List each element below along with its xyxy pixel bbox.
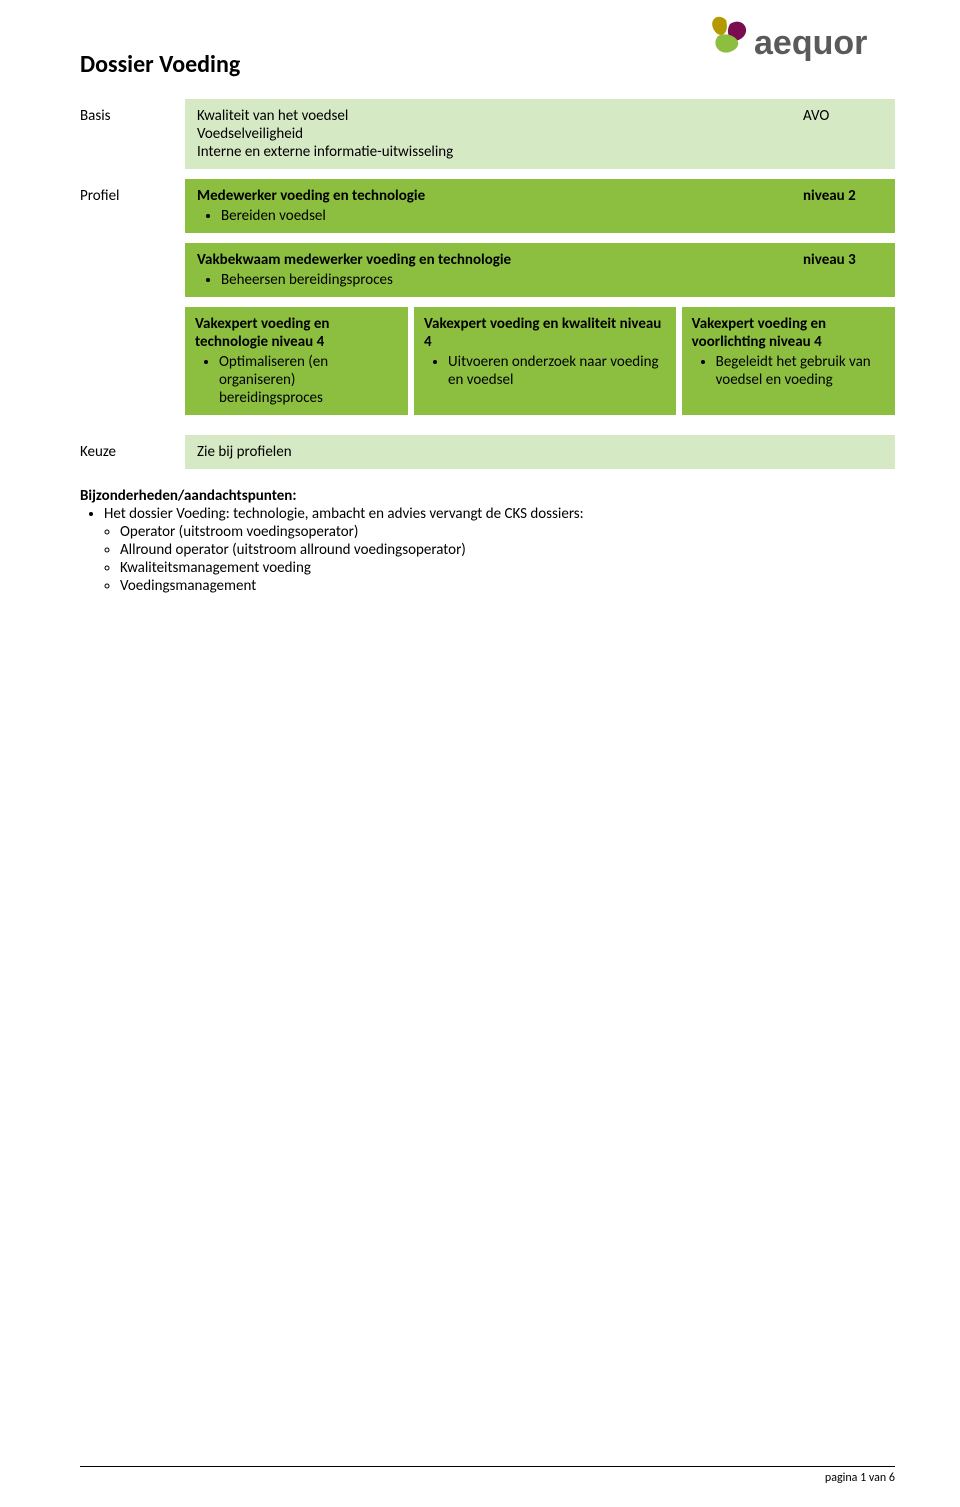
brand-logo: aequor	[700, 10, 895, 68]
n4-title: Vakexpert voeding en voorlichting niveau…	[692, 315, 885, 351]
keuze-label: Keuze	[80, 435, 185, 469]
profiel-label: Profiel	[80, 179, 185, 425]
basis-box: Kwaliteit van het voedsel Voedselveiligh…	[185, 99, 895, 169]
n4-bullet: Begeleidt het gebruik van voedsel en voe…	[716, 353, 885, 389]
level2-title: Medewerker voeding en technologie	[197, 187, 803, 205]
basis-line: Kwaliteit van het voedsel	[197, 107, 803, 125]
n4-bullet: Optimaliseren (en organiseren) bereiding…	[219, 353, 398, 407]
page-footer: pagina 1 van 6	[825, 1471, 895, 1485]
keuze-row: Keuze Zie bij profielen	[80, 435, 895, 469]
n4-bullet: Uitvoeren onderzoek naar voeding en voed…	[448, 353, 666, 389]
level3-title: Vakbekwaam medewerker voeding en technol…	[197, 251, 803, 269]
level2-badge: niveau 2	[803, 187, 883, 225]
notes-item: Allround operator (uitstroom allround vo…	[120, 541, 895, 559]
notes-sublist: Operator (uitstroom voedingsoperator) Al…	[80, 523, 895, 595]
notes-intro: Het dossier Voeding: technologie, ambach…	[104, 505, 895, 523]
footer-rule	[80, 1466, 895, 1467]
profiel-row: Profiel Medewerker voeding en technologi…	[80, 179, 895, 425]
keuze-box: Zie bij profielen	[185, 435, 895, 469]
basis-label: Basis	[80, 99, 185, 169]
notes-item: Kwaliteitsmanagement voeding	[120, 559, 895, 577]
n4-col-voorlichting: Vakexpert voeding en voorlichting niveau…	[682, 307, 895, 415]
level2-bullet: Bereiden voedsel	[221, 207, 803, 225]
n4-title: Vakexpert voeding en technologie niveau …	[195, 315, 398, 351]
logo-text: aequor	[754, 24, 867, 62]
n4-col-technologie: Vakexpert voeding en technologie niveau …	[185, 307, 408, 415]
notes-list: Het dossier Voeding: technologie, ambach…	[80, 505, 895, 523]
profiel-level2-box: Medewerker voeding en technologie Bereid…	[185, 179, 895, 233]
profiel-level3-box: Vakbekwaam medewerker voeding en technol…	[185, 243, 895, 297]
notes-heading: Bijzonderheden/aandachtspunten:	[80, 487, 895, 505]
notes-item: Voedingsmanagement	[120, 577, 895, 595]
basis-right: AVO	[803, 107, 883, 161]
profiel-level4-row: Vakexpert voeding en technologie niveau …	[185, 307, 895, 415]
n4-title: Vakexpert voeding en kwaliteit niveau 4	[424, 315, 666, 351]
notes-item: Operator (uitstroom voedingsoperator)	[120, 523, 895, 541]
basis-row: Basis Kwaliteit van het voedsel Voedselv…	[80, 99, 895, 169]
n4-col-kwaliteit: Vakexpert voeding en kwaliteit niveau 4 …	[414, 307, 676, 415]
basis-line: Interne en externe informatie-uitwisseli…	[197, 143, 803, 161]
level3-bullet: Beheersen bereidingsproces	[221, 271, 803, 289]
level3-badge: niveau 3	[803, 251, 883, 289]
basis-line: Voedselveiligheid	[197, 125, 803, 143]
